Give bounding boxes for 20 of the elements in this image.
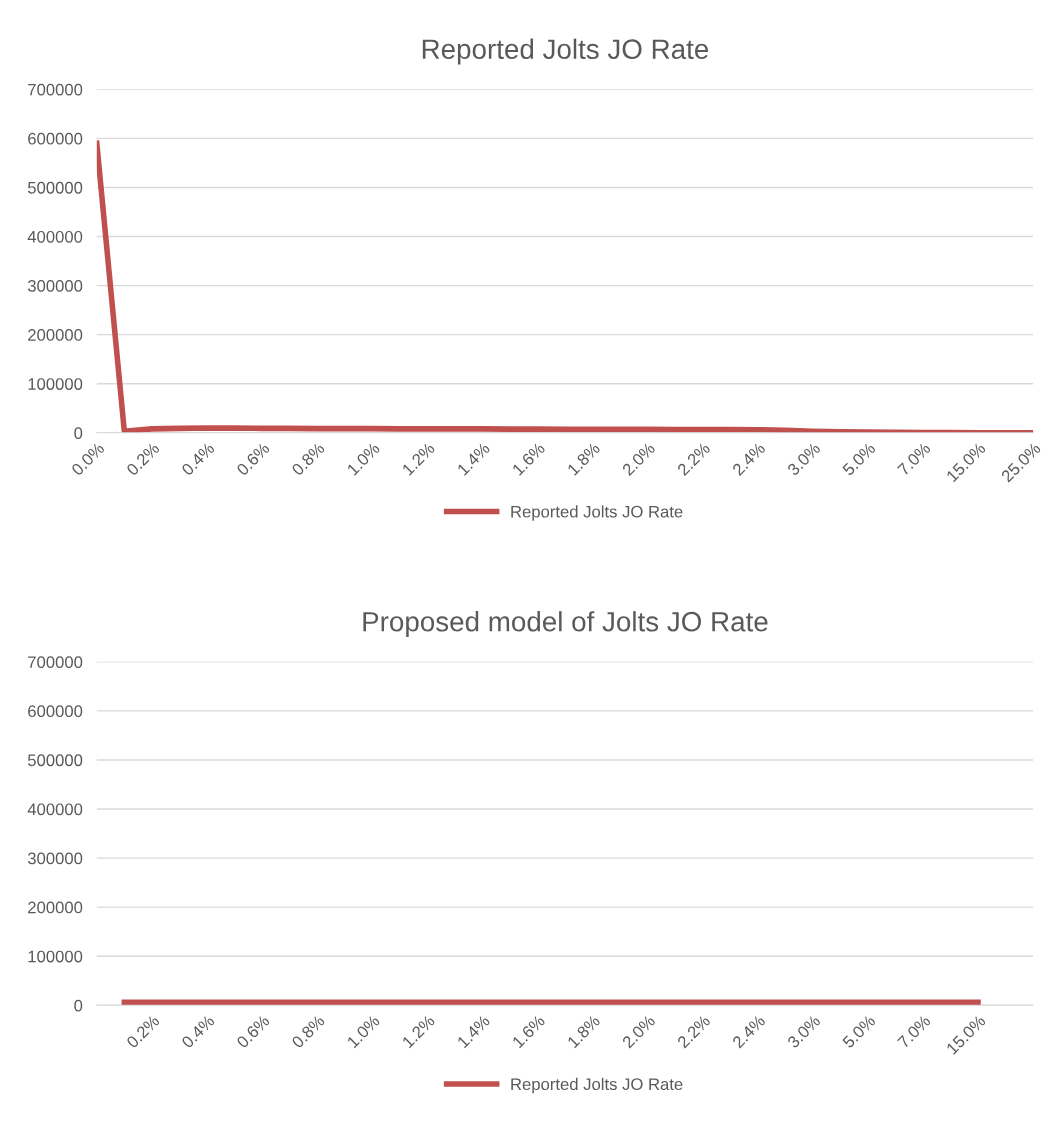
legend-label: Reported Jolts JO Rate xyxy=(511,1077,683,1094)
legend-label: Reported Jolts JO Rate xyxy=(511,505,683,521)
y-tick-label: 400000 xyxy=(27,230,83,243)
y-tick-label: 700000 xyxy=(28,83,83,96)
y-tick-label: 600000 xyxy=(28,705,83,718)
y-tick-label: 100000 xyxy=(28,950,83,963)
y-tick-label: 200000 xyxy=(28,329,83,341)
y-tick-label: 500000 xyxy=(27,754,83,767)
y-tick-label: 300000 xyxy=(27,852,83,865)
y-tick-label: 600000 xyxy=(28,132,83,145)
chart-title: Reported Jolts JO Rate xyxy=(422,38,709,65)
y-tick-label: 100000 xyxy=(28,378,83,390)
chart-title: Proposed model of Jolts JO Rate xyxy=(363,611,768,638)
y-tick-label: 0 xyxy=(74,999,83,1012)
y-tick-label: 400000 xyxy=(27,803,83,816)
y-tick-label: 200000 xyxy=(28,901,83,914)
y-tick-label: 0 xyxy=(74,427,83,440)
y-tick-label: 700000 xyxy=(28,656,83,669)
y-tick-label: 500000 xyxy=(27,181,83,194)
y-tick-label: 300000 xyxy=(27,280,83,292)
